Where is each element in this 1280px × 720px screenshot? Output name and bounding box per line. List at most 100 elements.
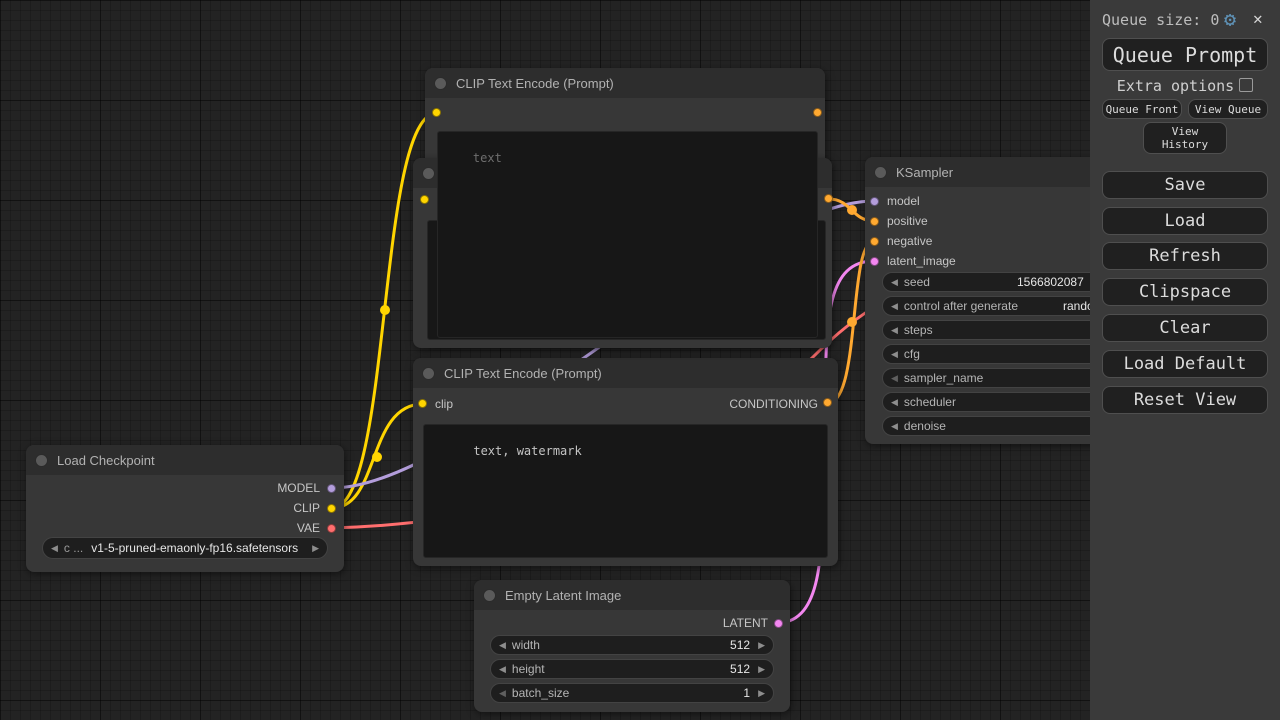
model-input-port[interactable] xyxy=(870,197,879,206)
vae-output-port[interactable] xyxy=(327,524,336,533)
steps-widget[interactable]: ◀ steps xyxy=(882,320,1148,340)
clip-input-port[interactable] xyxy=(432,108,441,117)
stepper-right-icon[interactable]: ▶ xyxy=(758,639,765,650)
seed-value: 1566802087 xyxy=(1017,275,1084,289)
height-widget[interactable]: ◀ height 512 ▶ xyxy=(490,659,774,679)
stepper-right-icon[interactable]: ▶ xyxy=(758,663,765,674)
seed-label: seed xyxy=(903,275,930,289)
collapse-circle-icon[interactable] xyxy=(434,76,447,90)
clip-input-port[interactable] xyxy=(418,399,427,408)
settings-gear-icon[interactable]: ⚙ xyxy=(1224,7,1237,31)
model-output-port[interactable] xyxy=(327,484,336,493)
node-title: Empty Latent Image xyxy=(505,587,622,603)
stepper-right-icon[interactable]: ▶ xyxy=(758,687,765,698)
prompt-textarea-top[interactable]: text xyxy=(437,131,818,338)
width-label: width xyxy=(511,638,540,652)
prompt-textarea-lower[interactable]: text, watermark xyxy=(423,424,828,558)
stepper-left-icon[interactable]: ◀ xyxy=(891,324,898,335)
height-label: height xyxy=(511,662,545,676)
clear-button[interactable]: Clear xyxy=(1102,314,1268,342)
sampler-name-label: sampler_name xyxy=(903,371,984,385)
steps-label: steps xyxy=(903,323,933,337)
denoise-widget[interactable]: ◀ denoise xyxy=(882,416,1148,436)
stepper-left-icon[interactable]: ◀ xyxy=(891,396,898,407)
node-title: CLIP Text Encode (Prompt) xyxy=(444,365,602,381)
vae-output-label: VAE xyxy=(296,521,320,535)
stepper-left-icon[interactable]: ◀ xyxy=(499,639,506,650)
stepper-left-icon[interactable]: ◀ xyxy=(51,542,58,553)
prompt-text: text, watermark xyxy=(473,444,582,458)
node-empty-latent-image[interactable]: Empty Latent Image LATENT ◀ width 512 ▶ … xyxy=(474,580,790,712)
collapse-circle-icon[interactable] xyxy=(422,166,435,180)
queue-prompt-button[interactable]: Queue Prompt xyxy=(1102,38,1268,71)
load-default-button[interactable]: Load Default xyxy=(1102,350,1268,378)
conditioning-output-label: CONDITIONING xyxy=(729,397,818,411)
clip-input-label: clip xyxy=(435,397,454,411)
clip-output-label: CLIP xyxy=(293,501,320,515)
node-title-bar[interactable]: CLIP Text Encode (Prompt) xyxy=(425,68,825,98)
stepper-left-icon[interactable]: ◀ xyxy=(891,276,898,287)
conditioning-output-port[interactable] xyxy=(823,398,832,407)
stepper-left-icon[interactable]: ◀ xyxy=(891,420,898,431)
node-title-bar[interactable]: CLIP Text Encode (Prompt) xyxy=(413,358,838,388)
denoise-label: denoise xyxy=(903,419,946,433)
node-title: CLIP Text Encode (Prompt) xyxy=(456,75,614,91)
cfg-widget[interactable]: ◀ cfg xyxy=(882,344,1148,364)
scheduler-widget[interactable]: ◀ scheduler xyxy=(882,392,1148,412)
close-icon[interactable]: ✕ xyxy=(1253,9,1263,28)
stepper-left-icon[interactable]: ◀ xyxy=(499,663,506,674)
collapse-circle-icon[interactable] xyxy=(35,453,48,467)
node-title-bar[interactable]: Empty Latent Image xyxy=(474,580,790,610)
extra-options-row: Extra options xyxy=(1090,77,1280,95)
collapse-circle-icon[interactable] xyxy=(422,366,435,380)
link-midpoint-dot xyxy=(847,205,857,215)
queue-front-button[interactable]: Queue Front xyxy=(1102,99,1182,119)
node-clip-text-encode-lower[interactable]: CLIP Text Encode (Prompt) clip CONDITION… xyxy=(413,358,838,566)
positive-input-port[interactable] xyxy=(870,217,879,226)
queue-size-label: Queue size: 0 xyxy=(1102,11,1220,29)
conditioning-output-port[interactable] xyxy=(813,108,822,117)
sampler-name-widget[interactable]: ◀ sampler_name xyxy=(882,368,1148,388)
node-title: KSampler xyxy=(896,164,954,180)
clipspace-button[interactable]: Clipspace xyxy=(1102,278,1268,306)
stepper-right-icon[interactable]: ▶ xyxy=(312,542,319,553)
control-after-generate-label: control after generate xyxy=(903,299,1018,313)
reset-view-button[interactable]: Reset View xyxy=(1102,386,1268,414)
comfy-menu-panel: Queue size: 0 ⚙ ✕ Queue Prompt Extra opt… xyxy=(1090,0,1280,720)
refresh-button[interactable]: Refresh xyxy=(1102,242,1268,270)
node-title-bar[interactable]: Load Checkpoint xyxy=(26,445,344,475)
stepper-left-icon[interactable]: ◀ xyxy=(891,348,898,359)
view-history-line: History xyxy=(1161,138,1209,151)
batch-size-widget[interactable]: ◀ batch_size 1 ▶ xyxy=(490,683,774,703)
load-button[interactable]: Load xyxy=(1102,207,1268,235)
node-load-checkpoint[interactable]: Load Checkpoint MODEL CLIP VAE ◀ c ... v… xyxy=(26,445,344,572)
collapse-circle-icon[interactable] xyxy=(874,165,887,179)
collapse-circle-icon[interactable] xyxy=(483,588,496,602)
extra-options-checkbox[interactable] xyxy=(1239,78,1254,92)
node-title: Load Checkpoint xyxy=(57,452,155,468)
model-output-label: MODEL xyxy=(277,481,320,495)
latent-output-port[interactable] xyxy=(774,619,783,628)
width-value: 512 xyxy=(730,638,751,652)
cfg-label: cfg xyxy=(903,347,920,361)
negative-input-port[interactable] xyxy=(870,237,879,246)
batch-size-value: 1 xyxy=(743,686,751,700)
view-history-button[interactable]: View History xyxy=(1143,122,1227,154)
height-value: 512 xyxy=(730,662,751,676)
conditioning-output-port[interactable] xyxy=(824,194,833,203)
latent-image-input-port[interactable] xyxy=(870,257,879,266)
clip-input-port[interactable] xyxy=(420,195,429,204)
view-queue-button[interactable]: View Queue xyxy=(1188,99,1268,119)
stepper-left-icon[interactable]: ◀ xyxy=(499,687,506,698)
stepper-left-icon[interactable]: ◀ xyxy=(891,372,898,383)
ckpt-name-combo-widget[interactable]: ◀ c ... v1-5-pruned-emaonly-fp16.safeten… xyxy=(42,537,328,559)
seed-widget[interactable]: ◀ seed 1566802087 xyxy=(882,272,1148,292)
scheduler-label: scheduler xyxy=(903,395,956,409)
clip-output-port[interactable] xyxy=(327,504,336,513)
stepper-left-icon[interactable]: ◀ xyxy=(891,300,898,311)
save-button[interactable]: Save xyxy=(1102,171,1268,199)
batch-size-label: batch_size xyxy=(511,686,570,700)
link-midpoint-dot xyxy=(380,305,390,315)
width-widget[interactable]: ◀ width 512 ▶ xyxy=(490,635,774,655)
